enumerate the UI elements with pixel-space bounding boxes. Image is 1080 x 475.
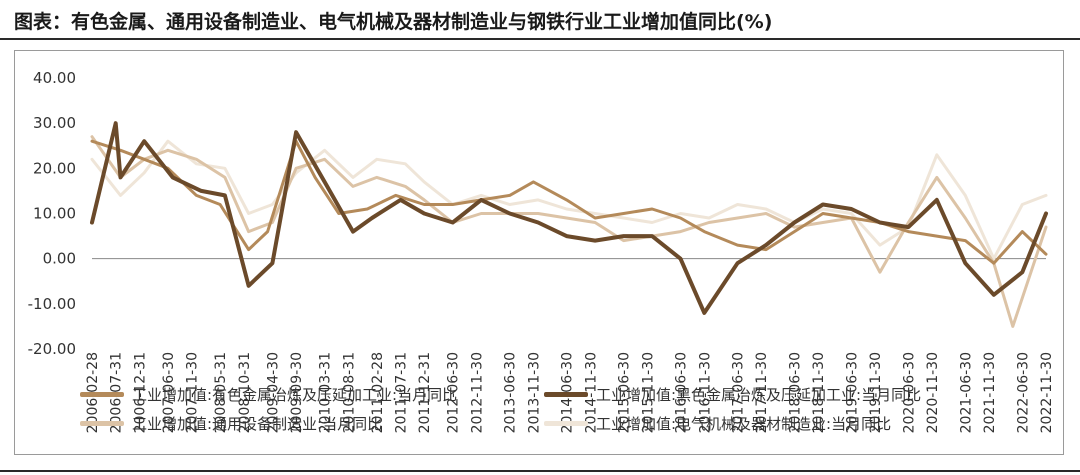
x-tick-label: 2022-11-30 [1039,352,1055,433]
x-tick-label: 2009-04-30 [265,352,281,433]
x-tick-label: 2019-11-30 [868,352,884,433]
x-tick-label: 2020-11-30 [925,352,941,433]
x-tick-label: 2006-12-31 [132,352,148,433]
x-tick-label: 2007-06-30 [161,352,177,433]
x-tick-label: 2013-06-30 [503,352,519,433]
series-line-2 [90,121,1048,315]
legend-swatch [80,420,124,426]
legend-item-1: 工业增加值:有色金属冶炼及压延加工业:当月同比 [80,383,457,405]
series-line-4 [90,139,1048,261]
x-tick-label: 2008-05-31 [213,352,229,433]
title-bar: 图表：有色金属、通用设备制造业、电气机械及器材制造业与钢铁行业工业增加值同比(%… [0,0,1080,40]
legend-swatch [544,391,588,397]
x-tick-label: 2010-08-31 [341,352,357,433]
y-tick-label: 30.00 [33,114,76,132]
x-tick-label: 2019-06-30 [844,352,860,433]
x-tick-label: 2013-11-30 [526,352,542,433]
x-tick-label: 2021-06-30 [958,352,974,433]
y-tick-label: 40.00 [33,69,76,87]
x-tick-label: 2016-11-30 [697,352,713,433]
x-tick-label: 2015-06-30 [617,352,633,433]
legend-swatch [80,391,124,397]
x-tick-label: 2009-09-30 [289,352,305,433]
legend-label: 工业增加值:通用设备制造业:当月同比 [132,414,383,433]
x-tick-label: 2017-06-30 [730,352,746,433]
x-tick-label: 2021-11-30 [982,352,998,433]
x-tick-label: 2022-06-30 [1015,352,1031,433]
y-tick-label: 10.00 [33,205,76,223]
legend-label: 工业增加值:黑色金属冶炼及压延加工业:当月同比 [596,385,922,404]
x-tick-label: 2017-11-30 [754,352,770,433]
x-tick-label: 2016-06-30 [674,352,690,433]
x-tick-label: 2020-06-30 [901,352,917,433]
x-tick-label: 2018-11-30 [811,352,827,433]
legend-item-3: 工业增加值:通用设备制造业:当月同比 [80,412,382,434]
y-tick-label: -20.00 [28,340,76,358]
y-tick-label: 20.00 [33,159,76,177]
x-tick-label: 2011-02-28 [370,352,386,433]
chart-title: 图表：有色金属、通用设备制造业、电气机械及器材制造业与钢铁行业工业增加值同比(%… [14,11,773,33]
legend-item-4: 工业增加值:电气机械及器材制造业:当月同比 [544,412,891,434]
legend-label: 工业增加值:有色金属冶炼及压延加工业:当月同比 [132,385,458,404]
x-tick-label: 2012-06-30 [446,352,462,433]
bottom-rule [0,470,1080,472]
x-tick-label: 2007-11-30 [185,352,201,433]
x-tick-label: 2014-11-30 [583,352,599,433]
y-tick-label: -10.00 [28,295,76,313]
x-tick-label: 2018-06-30 [787,352,803,433]
x-tick-label: 2015-11-30 [640,352,656,433]
series-line-3 [90,135,1048,328]
x-tick-label: 2012-11-30 [469,352,485,433]
chart-frame [14,50,1064,455]
x-tick-label: 2008-10-31 [237,352,253,433]
legend-swatch [544,420,588,426]
legend-label: 工业增加值:电气机械及器材制造业:当月同比 [596,414,892,433]
legend-item-2: 工业增加值:黑色金属冶炼及压延加工业:当月同比 [544,383,921,405]
x-tick-label: 2011-12-31 [417,352,433,433]
x-tick-label: 2011-07-31 [394,352,410,433]
x-tick-label: 2010-03-31 [318,352,334,433]
y-tick-label: 0.00 [43,250,76,268]
